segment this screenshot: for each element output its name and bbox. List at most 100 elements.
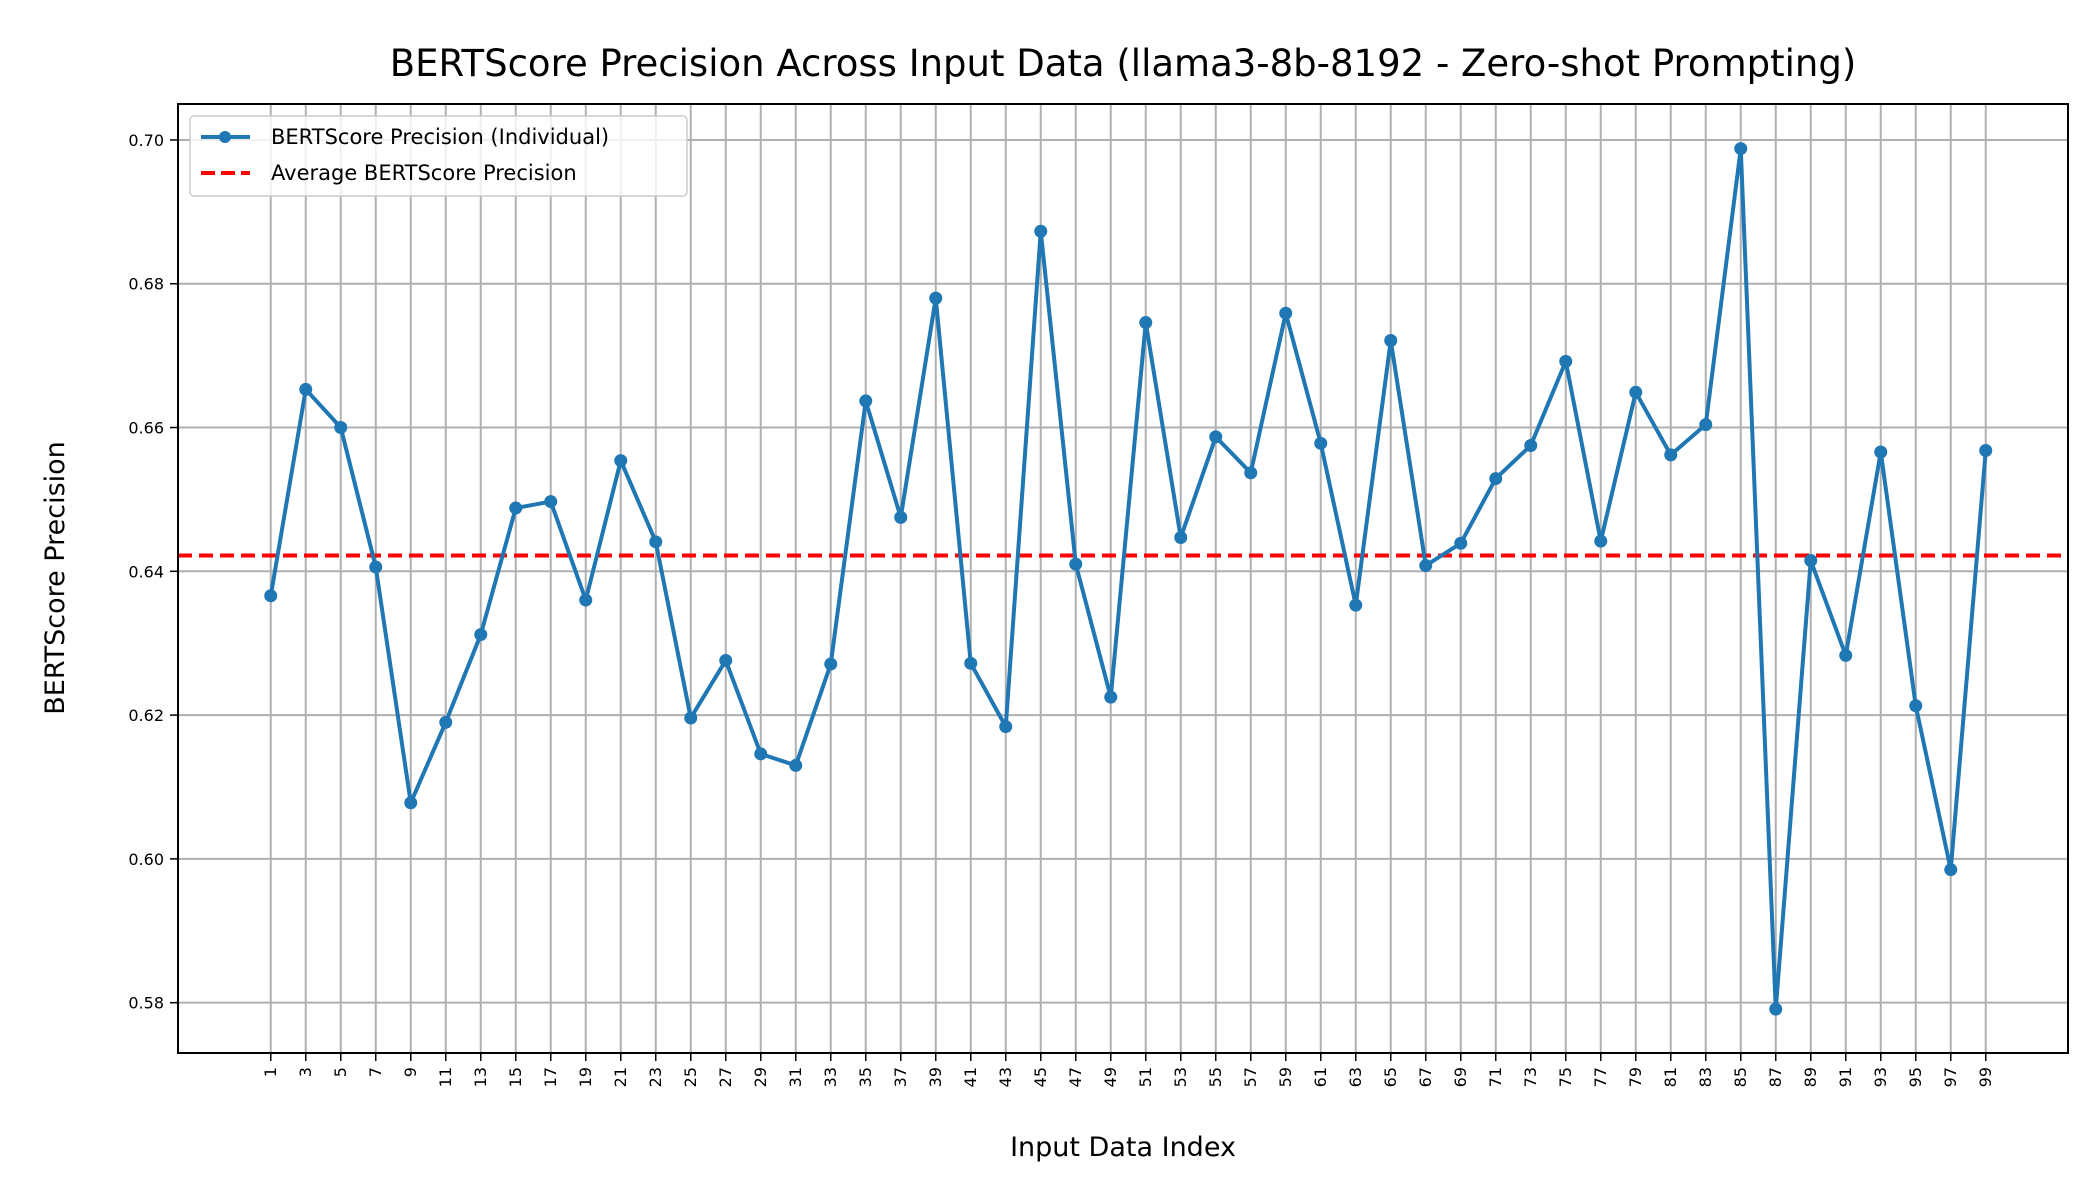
- x-tick-label: 65: [1381, 1067, 1400, 1087]
- x-tick-label: 67: [1416, 1067, 1435, 1087]
- data-point: [1524, 438, 1538, 452]
- data-point: [754, 747, 768, 761]
- x-tick-label: 75: [1556, 1067, 1575, 1087]
- x-tick-label: 15: [506, 1067, 525, 1087]
- data-point: [1209, 430, 1223, 444]
- x-tick-label: 47: [1066, 1067, 1085, 1087]
- legend-label-individual: BERTScore Precision (Individual): [271, 125, 609, 149]
- x-tick-label: 45: [1031, 1067, 1050, 1087]
- data-point: [1454, 536, 1468, 550]
- x-tick-label: 49: [1101, 1067, 1120, 1087]
- x-tick-label: 35: [856, 1067, 875, 1087]
- x-tick-label: 73: [1521, 1067, 1540, 1087]
- data-point: [684, 711, 698, 725]
- data-point: [1384, 334, 1398, 348]
- data-point: [1279, 306, 1293, 320]
- x-tick-label: 19: [576, 1067, 595, 1087]
- y-tick-label: 0.62: [128, 706, 164, 725]
- data-point: [369, 560, 383, 574]
- x-tick-label: 81: [1661, 1067, 1680, 1087]
- x-tick-label: 1: [261, 1067, 280, 1077]
- series-group: [264, 142, 1993, 1016]
- data-point: [1104, 690, 1118, 704]
- y-tick-label: 0.64: [128, 562, 164, 581]
- x-tick-label: 77: [1591, 1067, 1610, 1087]
- data-point: [1069, 557, 1083, 571]
- x-tick-label: 51: [1136, 1067, 1155, 1087]
- x-tick-label: 93: [1871, 1067, 1890, 1087]
- data-point: [1244, 466, 1258, 480]
- data-point: [1489, 472, 1503, 486]
- y-axis-title: BERTScore Precision: [40, 441, 71, 715]
- x-tick-label: 41: [961, 1067, 980, 1087]
- x-tick-label: 89: [1801, 1067, 1820, 1087]
- data-point: [1314, 436, 1328, 450]
- x-tick-label: 57: [1241, 1067, 1260, 1087]
- x-axis-title: Input Data Index: [1010, 1132, 1236, 1163]
- x-tick-label: 53: [1171, 1067, 1190, 1087]
- x-tick-label: 11: [436, 1067, 455, 1087]
- x-tick-label: 97: [1941, 1067, 1960, 1087]
- data-point: [789, 758, 803, 772]
- data-point: [824, 657, 838, 671]
- data-point: [1909, 699, 1923, 713]
- data-point: [1559, 354, 1573, 368]
- x-tick-label: 33: [821, 1067, 840, 1087]
- plot-frame: [177, 103, 2069, 1054]
- x-tick-label: 79: [1626, 1067, 1645, 1087]
- x-tick-label: 95: [1906, 1067, 1925, 1087]
- data-point: [404, 796, 418, 810]
- data-point: [894, 510, 908, 524]
- y-tick-label: 0.70: [128, 131, 164, 150]
- data-point: [1734, 142, 1748, 156]
- x-tick-label: 5: [331, 1067, 350, 1077]
- data-point: [1944, 863, 1958, 877]
- y-tick-label: 0.68: [128, 275, 164, 294]
- data-point: [334, 421, 348, 435]
- x-tick-label: 25: [681, 1067, 700, 1087]
- data-point: [649, 535, 663, 549]
- data-point: [1804, 554, 1818, 568]
- x-tick-label: 59: [1276, 1067, 1295, 1087]
- x-tick-label: 9: [401, 1067, 420, 1077]
- legend-marker-individual: [219, 131, 231, 143]
- x-tick-label: 71: [1486, 1067, 1505, 1087]
- data-point: [1139, 316, 1153, 330]
- x-tick-label: 85: [1731, 1067, 1750, 1087]
- x-tick-label: 43: [996, 1067, 1015, 1087]
- data-point: [264, 589, 278, 603]
- x-tick-label: 29: [751, 1067, 770, 1087]
- x-tick-label: 7: [366, 1067, 385, 1077]
- data-point: [1874, 445, 1888, 459]
- data-point: [1699, 418, 1713, 432]
- legend-box: [189, 115, 688, 197]
- data-point: [439, 715, 453, 729]
- legend-label-average: Average BERTScore Precision: [271, 161, 577, 185]
- x-tick-label: 27: [716, 1067, 735, 1087]
- data-point: [929, 291, 943, 305]
- data-point: [1174, 531, 1188, 545]
- series-line-individual: [268, 146, 1988, 1012]
- data-point: [1594, 534, 1608, 548]
- data-point: [999, 720, 1013, 734]
- x-tick-label: 87: [1766, 1067, 1785, 1087]
- data-point: [719, 653, 733, 667]
- data-point: [859, 394, 873, 408]
- x-tick-label: 3: [296, 1067, 315, 1077]
- legend: BERTScore Precision (Individual) Average…: [189, 115, 688, 197]
- data-point: [1979, 444, 1993, 458]
- y-axis: 0.58 0.60 0.62 0.64 0.66 0.68 0.70: [128, 131, 178, 1013]
- x-tick-label: 69: [1451, 1067, 1470, 1087]
- x-tick-label: 31: [786, 1067, 805, 1087]
- x-tick-label: 63: [1346, 1067, 1365, 1087]
- x-axis: 1 3 5 7 9 11 13 15 17 19 21 23 25 27 29 31 33 35 37 39 41 43 4…: [261, 1053, 1995, 1087]
- y-tick-label: 0.66: [128, 419, 164, 438]
- x-tick-label: 99: [1976, 1067, 1995, 1087]
- data-point: [1839, 648, 1853, 662]
- grid-lines: [178, 104, 2068, 1053]
- data-point: [614, 454, 628, 468]
- data-point: [509, 501, 523, 515]
- data-point: [1034, 224, 1048, 238]
